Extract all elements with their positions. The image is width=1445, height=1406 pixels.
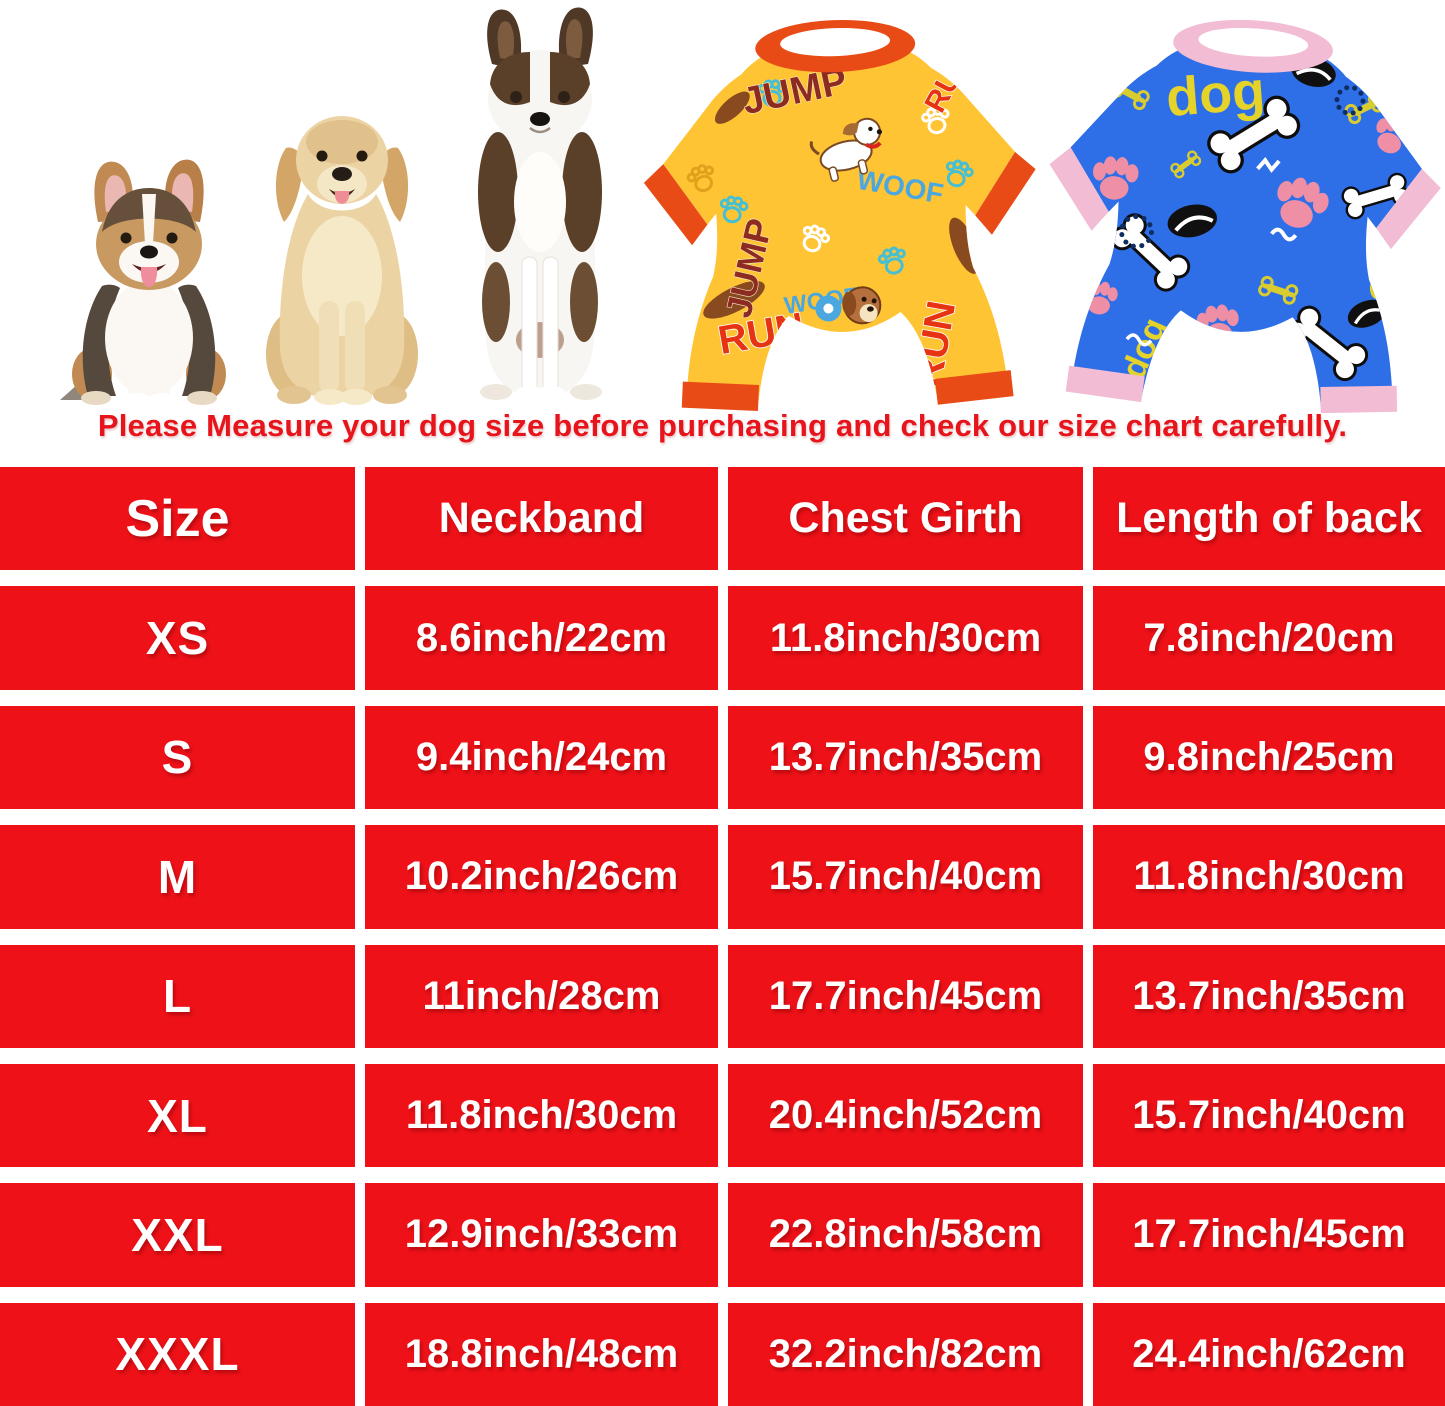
corgi-puppy-photo [60,159,226,406]
neckband-value: 8.6inch/22cm [365,586,718,690]
cartoon-white-dog [809,117,882,182]
neckband-value: 9.4inch/24cm [365,705,718,810]
yellow-pajama-photo: JUMP JUMP RUN RUN RUN WOOF WOOF [643,19,1036,412]
golden-retriever-puppy-photo [266,116,418,405]
col-header-neckband: Neckband [365,467,718,571]
chest-girth-value: 15.7inch/40cm [728,825,1083,929]
neckband-value: 11.8inch/30cm [365,1063,718,1168]
size-label: L [0,944,355,1048]
chest-girth-value: 32.2inch/82cm [728,1302,1083,1406]
hero-section: JUMP JUMP RUN RUN RUN WOOF WOOF [0,0,1445,414]
blue-pajama-photo: dog dog dog [1049,19,1441,414]
col-header-length-of-back: Length of back [1093,467,1445,571]
size-label: M [0,825,355,929]
size-label: XXXL [0,1302,355,1406]
neckband-value: 12.9inch/33cm [365,1183,718,1287]
neckband-value: 10.2inch/26cm [365,825,718,929]
col-header-chest-girth: Chest Girth [728,467,1083,571]
cartoon-brown-dog [815,286,882,325]
chest-girth-value: 17.7inch/45cm [728,944,1083,1048]
back-length-value: 17.7inch/45cm [1093,1183,1445,1287]
back-length-value: 9.8inch/25cm [1093,705,1445,810]
measure-warning-text: Please Measure your dog size before purc… [97,408,1348,443]
col-header-size: Size [0,467,355,571]
chest-girth-value: 11.8inch/30cm [728,586,1083,690]
back-length-value: 11.8inch/30cm [1093,825,1445,929]
size-label: XL [0,1063,355,1168]
size-label: S [0,705,355,810]
back-length-value: 7.8inch/20cm [1093,586,1445,690]
back-length-value: 13.7inch/35cm [1093,944,1445,1048]
size-table: Size Neckband Chest Girth Length of back… [0,467,1445,1406]
neckband-value: 11inch/28cm [365,944,718,1048]
neckband-value: 18.8inch/48cm [365,1302,718,1406]
size-label: XS [0,586,355,690]
border-collie-puppy-photo [478,7,602,402]
chest-girth-value: 13.7inch/35cm [728,705,1083,810]
chest-girth-value: 22.8inch/58cm [728,1183,1083,1287]
size-label: XXL [0,1183,355,1287]
back-length-value: 15.7inch/40cm [1093,1063,1445,1168]
back-length-value: 24.4inch/62cm [1093,1302,1445,1406]
chest-girth-value: 20.4inch/52cm [728,1063,1083,1168]
